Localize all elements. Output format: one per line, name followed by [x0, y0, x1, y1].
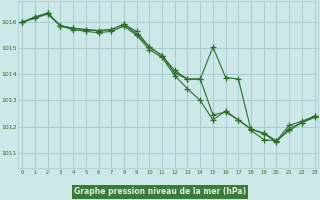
Text: Graphe pression niveau de la mer (hPa): Graphe pression niveau de la mer (hPa): [74, 188, 246, 196]
